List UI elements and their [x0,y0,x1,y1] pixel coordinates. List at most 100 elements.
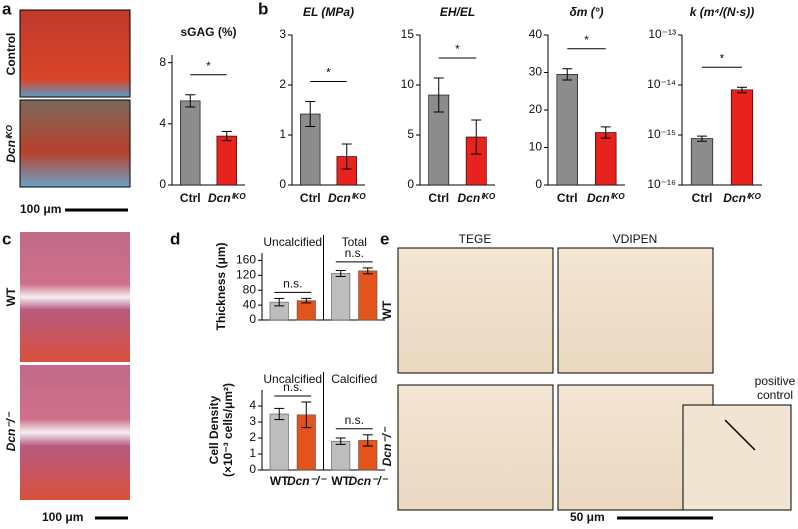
image [397,247,554,374]
panel-e-images [397,247,792,520]
significance-label: * [720,51,725,65]
y-tick-label: 10⁻¹⁵ [647,127,676,141]
scale-label: 100 μm [20,202,61,216]
panel-label: b [258,0,268,18]
bar [556,74,578,186]
chart-title: sGAG (%) [180,25,236,39]
significance-label: n.s. [345,413,364,427]
bar [730,89,754,186]
group-label: Uncalcified [263,372,322,386]
column-label: VDIPEN [613,232,658,246]
y-tick-label: 1 [249,446,256,460]
bar [180,100,201,186]
bar [216,135,237,186]
chart-title: k (m⁴/(N·s)) [690,5,754,19]
y-tick-label: 10⁻¹³ [648,27,676,41]
y-axis-label: Cell Density [207,395,221,464]
group-label: Uncalcified [263,235,322,249]
significance-label: * [326,66,331,80]
y-tick-label: 0 [249,462,256,476]
x-tick-label: Dcnⁱᴷᴼ [208,191,246,205]
y-axis-label: (×10⁻³ cells/μm²) [221,383,235,477]
y-tick-label: 4 [159,116,166,130]
y-tick-label: 80 [243,282,257,296]
row-label: Control [4,33,18,76]
row-label: Dcn⁻/⁻ [4,411,18,451]
y-tick-label: 40 [243,297,257,311]
bar [269,413,289,471]
x-tick-label: Ctrl [180,191,201,205]
row-label: Dcnⁱᴷᴼ [4,125,18,163]
x-tick-label: Dcnⁱᴷᴼ [458,191,496,205]
y-tick-label: 0 [407,177,414,191]
chart-title: EH/EL [440,5,475,19]
y-tick-label: 0 [279,177,286,191]
y-tick-label: 5 [407,127,414,141]
y-tick-label: 40 [529,27,543,41]
scale-label: 100 μm [42,510,83,524]
panel-c-images [20,232,130,520]
significance-label: * [584,33,589,47]
y-tick-label: 0 [159,177,166,191]
y-tick-label: 120 [236,268,256,282]
x-tick-label: Ctrl [692,191,713,205]
y-tick-label: 4 [249,398,256,412]
image [397,384,554,511]
y-axis-label: Thickness (μm) [214,242,228,330]
bar [331,273,351,321]
significance-label: * [455,42,460,56]
image [20,232,130,362]
chart-title: δm (°) [569,5,603,19]
row-label: WT [380,300,394,319]
y-tick-label: 10 [401,77,415,91]
y-tick-label: 2 [249,430,256,444]
significance-label: n.s. [345,246,364,260]
row-label: Dcn⁻/⁻ [380,426,394,466]
y-tick-label: 20 [529,102,543,116]
y-tick-label: 3 [279,27,286,41]
y-tick-label: 10 [529,140,543,154]
group-label: Calcified [331,372,377,386]
scale-label: 50 μm [570,510,605,524]
x-tick-label: WT [331,474,350,488]
bar [690,138,714,186]
panel-a-images [19,9,131,212]
inset-label: positive [755,374,796,388]
y-tick-label: 10⁻¹⁶ [647,177,676,191]
panel-label: a [2,0,12,18]
bar [595,132,617,186]
y-tick-label: 1 [279,127,286,141]
image [19,9,131,98]
bar [296,300,316,321]
y-tick-label: 160 [236,253,256,267]
x-tick-label: Ctrl [428,191,449,205]
inset-image [682,404,792,511]
group-label: Total [342,235,367,249]
x-tick-label: WT [270,474,289,488]
y-tick-label: 0 [535,177,542,191]
image [557,247,714,374]
y-tick-label: 15 [401,27,415,41]
x-tick-label: Dcn⁻/⁻ [348,474,388,488]
x-tick-label: Dcnⁱᴷᴼ [587,191,625,205]
panel-label: c [2,229,11,248]
bar [331,440,351,471]
y-tick-label: 30 [529,65,543,79]
inset-label: control [757,388,793,402]
significance-label: * [206,59,211,73]
y-tick-label: 8 [159,55,166,69]
row-label: WT [4,287,18,306]
x-tick-label: Dcnⁱᴷᴼ [723,191,761,205]
significance-label: n.s. [283,277,302,291]
bar [358,270,378,321]
panel-label: e [380,229,389,248]
x-tick-label: Dcnⁱᴷᴼ [328,191,366,205]
x-tick-label: Ctrl [557,191,578,205]
y-tick-label: 3 [249,414,256,428]
image [19,99,131,188]
x-tick-label: Ctrl [300,191,321,205]
y-tick-label: 0 [249,312,256,326]
arrow [724,419,756,451]
y-tick-label: 10⁻¹⁴ [647,77,676,91]
